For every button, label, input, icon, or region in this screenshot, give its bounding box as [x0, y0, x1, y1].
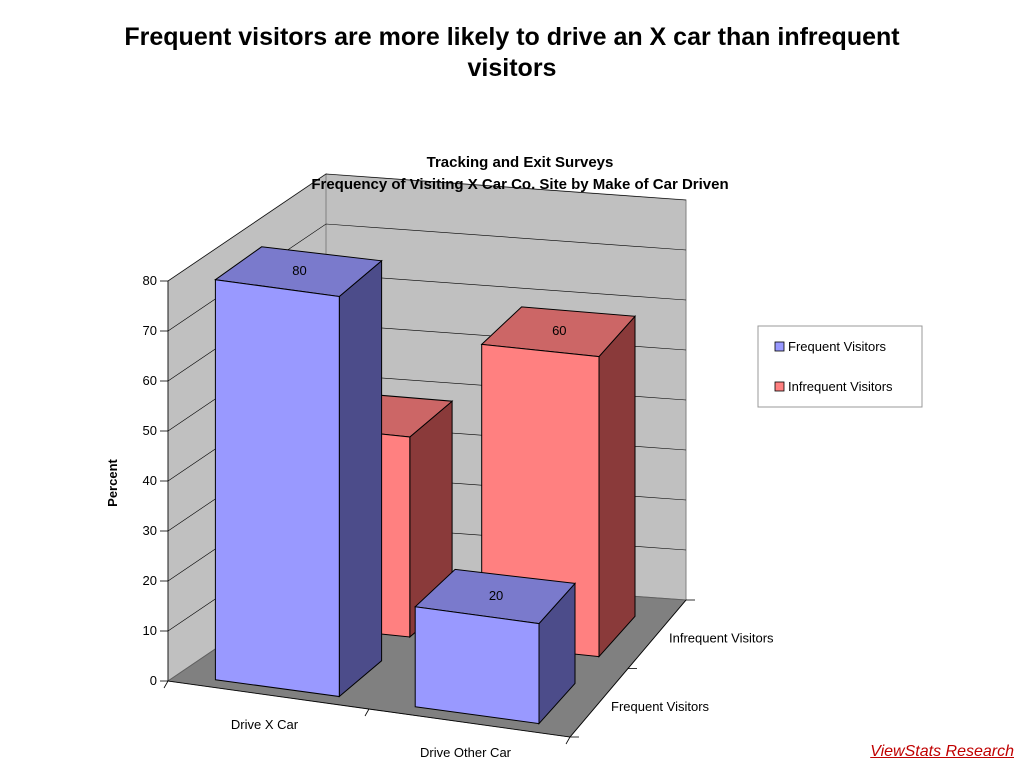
x-tick-mark [163, 680, 169, 689]
x-axis-line [167, 680, 571, 738]
chart-bars: 40608020 [214, 246, 637, 725]
chart-subtitle: Frequency of Visiting X Car Co. Site by … [311, 176, 728, 193]
y-tick-label: 40 [143, 473, 157, 488]
slide-title: Frequent visitors are more likely to dri… [124, 23, 900, 82]
legend-label-frequent: Frequent Visitors [788, 339, 887, 354]
legend-swatch-frequent [774, 341, 785, 352]
x-tick-mark [565, 736, 571, 745]
data-label-infrequent-other-car: 60 [552, 323, 566, 338]
data-label-frequent-x-car: 80 [292, 263, 306, 278]
y-tick-label: 30 [143, 523, 157, 538]
y-axis-label: Percent [105, 458, 120, 506]
bar-side-infrequent-other-car [598, 314, 636, 658]
y-tick-label: 50 [143, 423, 157, 438]
legend-swatch-infrequent [774, 381, 785, 392]
depth-tick-label: Frequent Visitors [611, 699, 710, 714]
x-tick-mark [364, 708, 370, 717]
bar-frequent-other-car [414, 606, 540, 725]
gridline [167, 173, 687, 282]
depth-tick-label: Infrequent Visitors [669, 630, 774, 645]
y-tick-label: 20 [143, 573, 157, 588]
y-tick-label: 70 [143, 323, 157, 338]
legend-box [757, 325, 923, 408]
y-tick-label: 10 [143, 623, 157, 638]
bar-frequent-x-car [214, 279, 340, 698]
x-tick-label: Drive X Car [231, 717, 299, 732]
legend: Frequent Visitors Infrequent Visitors [757, 325, 923, 408]
y-tick-label: 60 [143, 373, 157, 388]
legend-label-infrequent: Infrequent Visitors [788, 379, 893, 394]
data-label-frequent-other-car: 20 [489, 588, 503, 603]
bar-side-frequent-x-car [338, 259, 383, 698]
chart-axes: 0 10 20 30 40 50 60 70 80 Drive X Car Drive Other … [143, 273, 775, 760]
y-tick-label: 80 [143, 273, 157, 288]
credit-link[interactable]: ViewStats Research [870, 743, 1014, 760]
chart-title: Tracking and Exit Surveys [427, 154, 614, 171]
y-tick-label: 0 [150, 673, 157, 688]
x-tick-label: Drive Other Car [420, 745, 512, 760]
